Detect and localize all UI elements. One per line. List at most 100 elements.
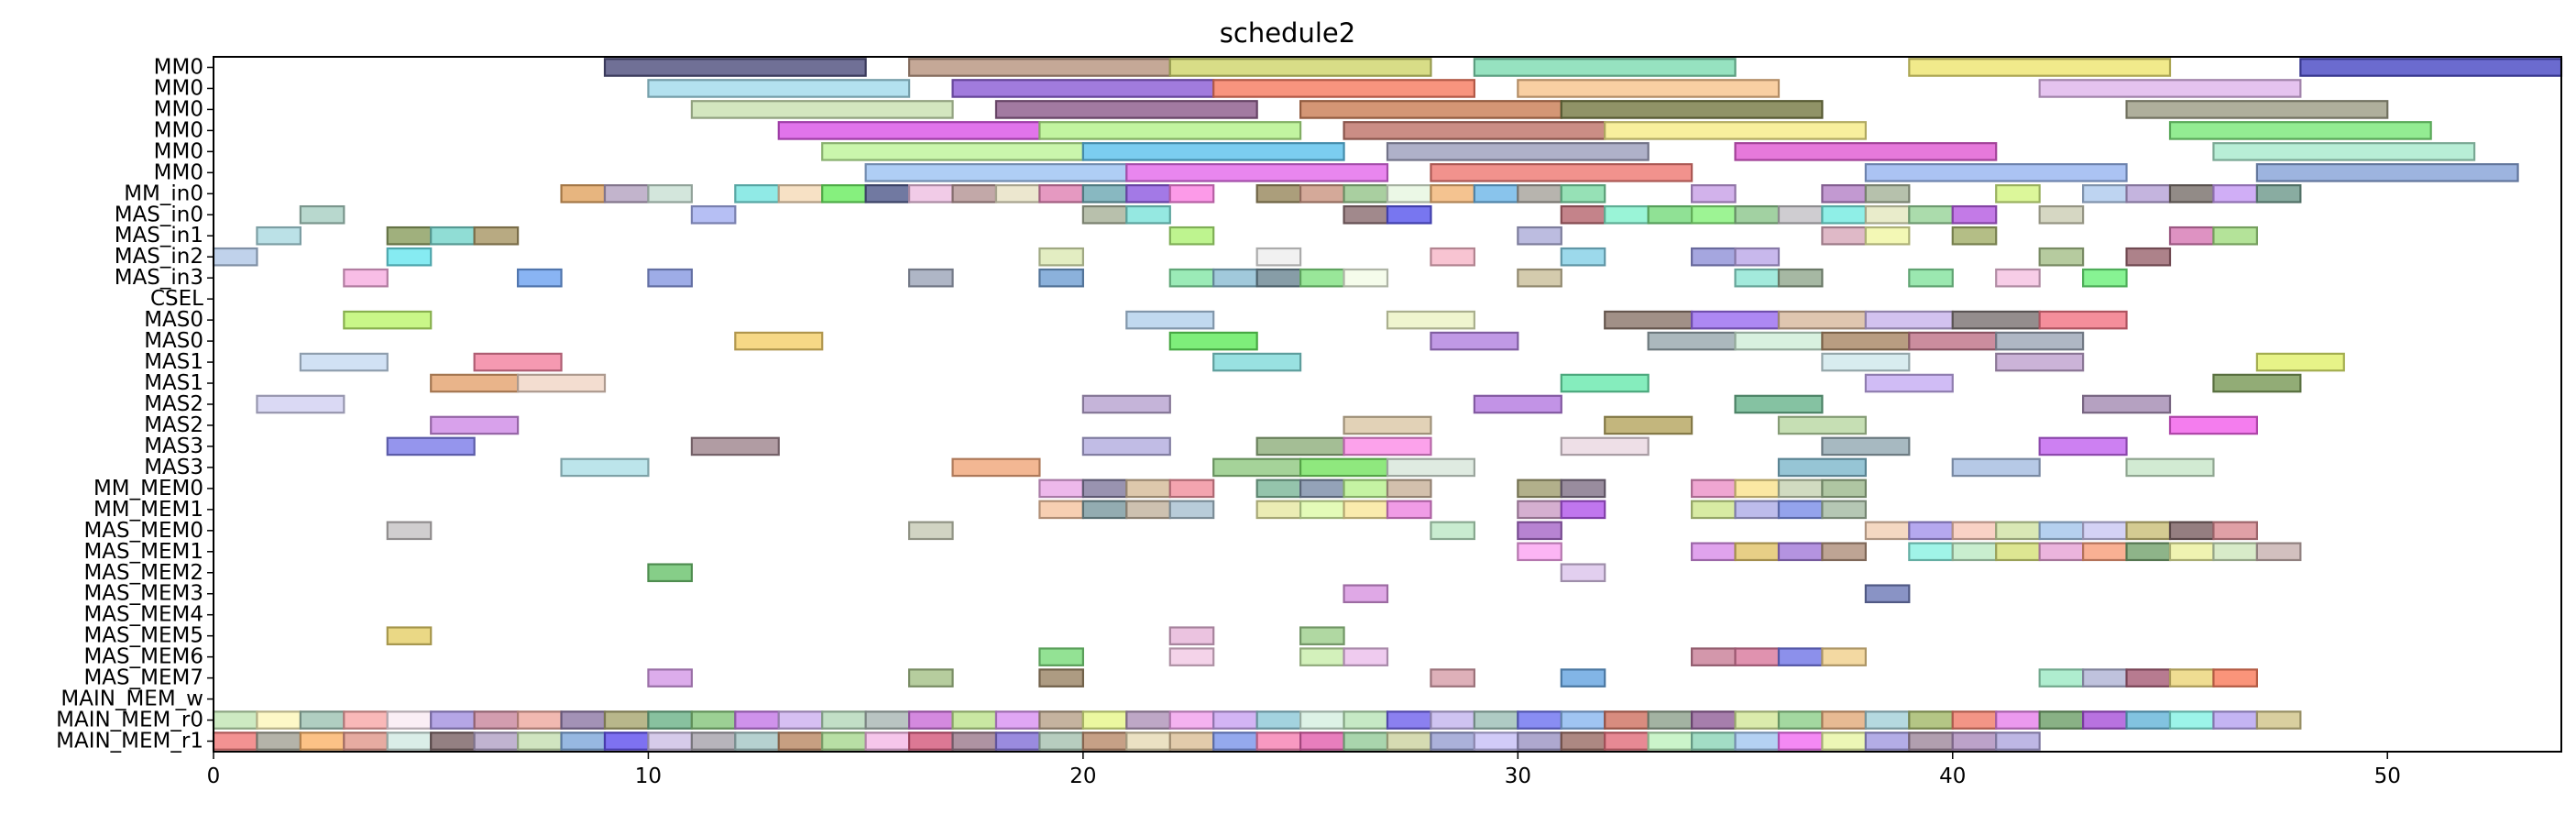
task-bar <box>1430 668 1475 688</box>
task-bar <box>603 732 650 751</box>
task-bar <box>2212 184 2258 204</box>
task-bar <box>2082 668 2128 688</box>
task-bar <box>1168 732 1215 751</box>
task-bar <box>1560 436 1650 456</box>
task-bar <box>1691 184 1737 204</box>
task-bar <box>1821 478 1867 499</box>
y-tick-label: CSEL <box>150 287 203 311</box>
y-tick-label: MAS_MEM0 <box>83 519 203 543</box>
task-bar <box>777 732 824 751</box>
task-bar <box>1081 478 1128 499</box>
task-bar <box>1430 184 1475 204</box>
task-bar <box>1908 204 1954 225</box>
task-bar <box>1386 732 1432 751</box>
task-bar <box>1604 710 1650 730</box>
task-bar <box>1995 521 2041 541</box>
task-bar <box>343 310 433 330</box>
task-bar <box>1864 521 1911 541</box>
task-bar <box>690 732 737 751</box>
task-bar <box>2038 204 2085 225</box>
task-bar <box>2255 352 2345 372</box>
task-bar <box>1604 732 1650 751</box>
task-bar <box>1299 184 1345 204</box>
task-bar <box>864 163 1128 182</box>
task-bar <box>1995 184 2041 204</box>
task-bar <box>1430 331 1519 351</box>
task-bar <box>1125 710 1171 730</box>
task-bar <box>1038 184 1084 204</box>
y-axis-labels: MM0MM0MM0MM0MM0MM0MM_in0MAS_in0MAS_in1MA… <box>56 55 214 754</box>
task-bar <box>1647 331 1737 351</box>
task-bar <box>2125 710 2172 730</box>
task-bar <box>2168 668 2215 688</box>
task-bar <box>1647 204 1694 225</box>
task-bar <box>1777 268 1824 288</box>
task-bar <box>734 732 780 751</box>
task-bar <box>1691 247 1737 267</box>
task-bar <box>1821 710 1867 730</box>
task-bar <box>1517 79 1781 98</box>
task-bar <box>2212 668 2258 688</box>
task-bar <box>1995 352 2085 372</box>
task-bar <box>1168 184 1215 204</box>
task-bar <box>1560 373 1650 393</box>
task-bar <box>2038 668 2085 688</box>
y-tick-label: MAS1 <box>144 371 203 395</box>
task-bar <box>647 563 693 583</box>
task-bar <box>1125 310 1215 330</box>
task-bar <box>1299 100 1562 119</box>
task-bar <box>777 184 824 204</box>
task-bar <box>1386 710 1432 730</box>
task-bar <box>1691 542 1737 562</box>
task-bar <box>1821 500 1867 520</box>
task-bar <box>1038 647 1084 666</box>
task-bar <box>951 710 998 730</box>
task-bar <box>1343 268 1389 288</box>
task-bar <box>386 626 433 645</box>
task-bar <box>1951 204 1998 225</box>
task-bar <box>1951 542 1998 562</box>
task-bar <box>1691 204 1737 225</box>
task-bar <box>560 457 650 478</box>
task-bar <box>256 226 301 246</box>
task-bar <box>1951 521 1998 541</box>
task-bar <box>1212 352 1302 372</box>
task-bar <box>1908 710 1954 730</box>
task-bar <box>1517 710 1562 730</box>
task-bar <box>1777 710 1824 730</box>
task-bar <box>1038 478 1084 499</box>
y-tick-label: MAS0 <box>144 329 203 353</box>
task-bar <box>1473 710 1519 730</box>
task-bar <box>1951 457 2041 478</box>
task-bar <box>2168 226 2215 246</box>
task-bar <box>1517 226 1562 246</box>
task-bar <box>256 710 301 730</box>
task-bar <box>386 436 476 456</box>
task-bar <box>1777 478 1824 499</box>
task-bar <box>1038 732 1084 751</box>
task-bar <box>2038 542 2085 562</box>
task-bar <box>473 226 520 246</box>
task-bar <box>1864 710 1911 730</box>
task-bar <box>2125 100 2389 119</box>
task-bar <box>1517 184 1562 204</box>
task-bar <box>1864 226 1911 246</box>
task-bar <box>430 226 476 246</box>
task-bar <box>1125 732 1171 751</box>
task-bar <box>2125 184 2172 204</box>
task-bar <box>690 710 737 730</box>
task-bar <box>1908 521 1954 541</box>
task-bar <box>1081 204 1128 225</box>
task-bar <box>473 732 520 751</box>
task-bar <box>864 732 911 751</box>
task-bar <box>1125 184 1171 204</box>
task-bar <box>1604 121 1867 140</box>
task-bar <box>2168 121 2432 140</box>
task-bar <box>1777 732 1824 751</box>
x-tick-label: 10 <box>635 764 662 788</box>
y-tick-label: MAS_in2 <box>115 245 203 269</box>
task-bar <box>299 732 345 751</box>
task-bar <box>2038 247 2085 267</box>
task-bar <box>603 58 867 77</box>
task-bar <box>1212 457 1302 478</box>
